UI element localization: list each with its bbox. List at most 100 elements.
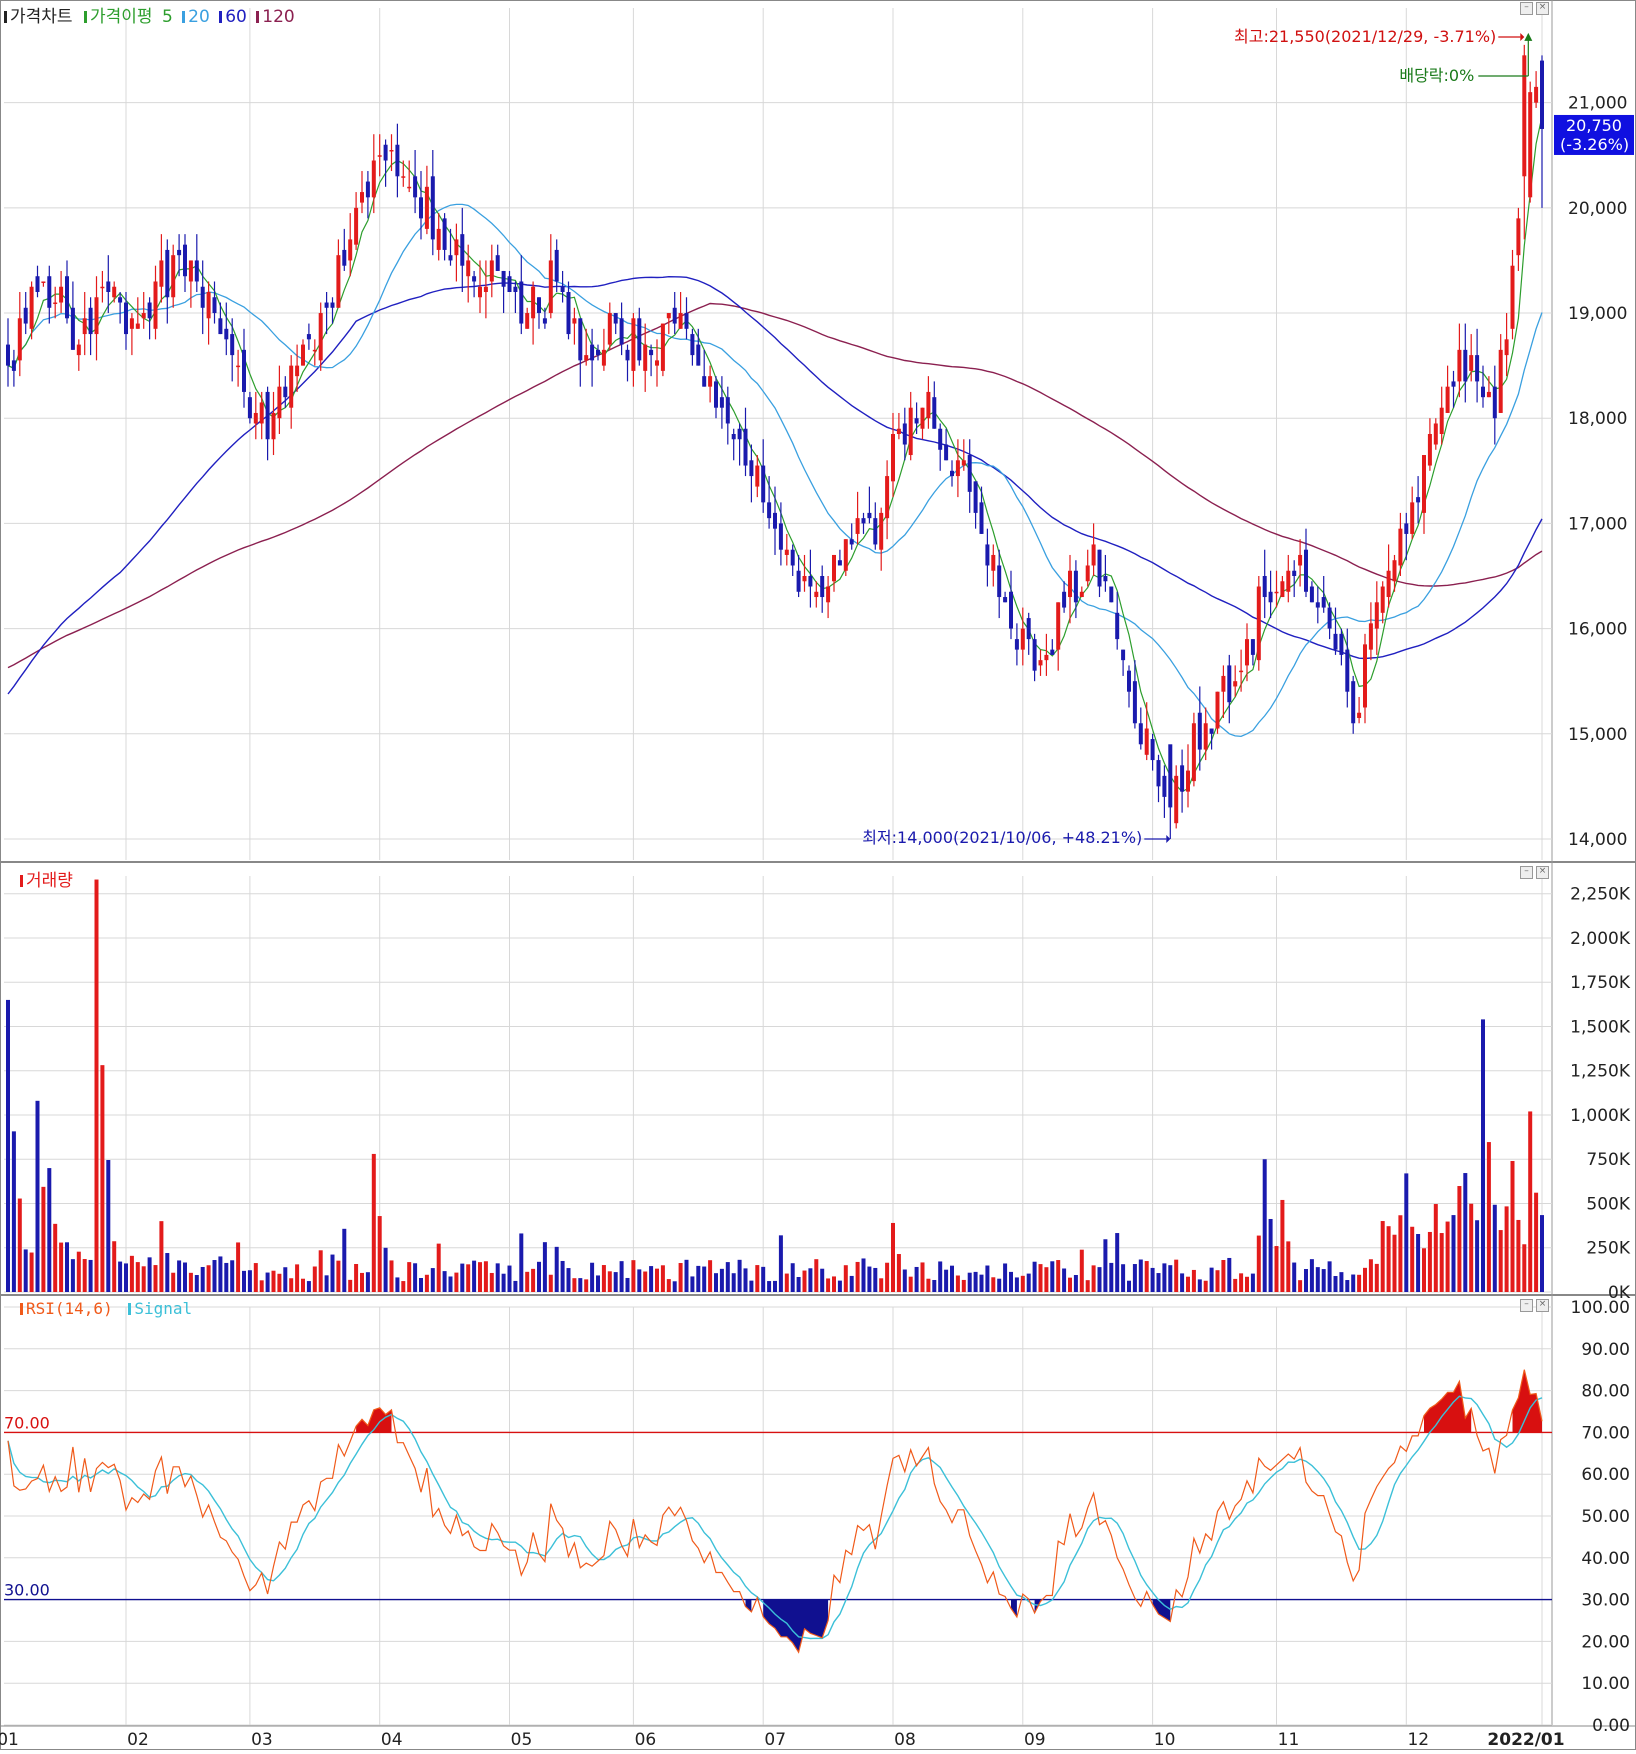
signal-line[interactable]	[7, 1395, 1543, 1640]
volume-bar[interactable]	[407, 1262, 412, 1292]
volume-bar[interactable]	[1486, 1142, 1491, 1292]
volume-bar[interactable]	[289, 1278, 294, 1292]
volume-bar[interactable]	[1363, 1267, 1367, 1292]
candle[interactable]	[383, 139, 388, 187]
candle[interactable]	[1256, 576, 1261, 671]
volume-bar[interactable]	[737, 1259, 742, 1292]
volume-bar[interactable]	[348, 1279, 353, 1292]
candle[interactable]	[1227, 654, 1232, 724]
volume-bar[interactable]	[194, 1275, 199, 1292]
volume-bar[interactable]	[820, 1268, 825, 1292]
volume-bar[interactable]	[448, 1276, 453, 1292]
volume-bar[interactable]	[82, 1259, 87, 1292]
volume-bar[interactable]	[684, 1259, 689, 1292]
volume-bar[interactable]	[896, 1254, 901, 1292]
candle[interactable]	[212, 281, 217, 324]
volume-close-button[interactable]: ×	[1536, 866, 1549, 879]
volume-bar[interactable]	[778, 1235, 783, 1292]
volume-bar[interactable]	[826, 1278, 831, 1292]
candle[interactable]	[188, 260, 193, 308]
candle[interactable]	[542, 307, 547, 329]
volume-bar[interactable]	[660, 1265, 665, 1292]
volume-bar[interactable]	[843, 1265, 848, 1292]
volume-bar[interactable]	[1056, 1260, 1061, 1292]
candle[interactable]	[336, 239, 341, 308]
candle[interactable]	[1386, 544, 1391, 608]
candle[interactable]	[177, 234, 182, 277]
volume-bar[interactable]	[525, 1271, 530, 1292]
candle[interactable]	[973, 481, 978, 529]
volume-bar[interactable]	[35, 1100, 40, 1292]
candle[interactable]	[572, 307, 577, 345]
volume-bar[interactable]	[1097, 1267, 1102, 1292]
volume-bar[interactable]	[1103, 1239, 1108, 1292]
volume-bar[interactable]	[601, 1265, 606, 1292]
volume-bar[interactable]	[743, 1268, 748, 1292]
volume-bar[interactable]	[1469, 1203, 1474, 1292]
volume-bar[interactable]	[330, 1254, 335, 1292]
candle[interactable]	[253, 391, 258, 440]
candle[interactable]	[584, 328, 589, 366]
candle[interactable]	[1416, 476, 1421, 524]
candle[interactable]	[1457, 323, 1462, 398]
candle[interactable]	[1221, 665, 1226, 718]
candle[interactable]	[371, 134, 376, 214]
candle[interactable]	[1339, 628, 1344, 666]
volume-bar[interactable]	[1109, 1262, 1114, 1292]
candle[interactable]	[466, 244, 471, 303]
candle[interactable]	[1363, 633, 1367, 724]
candle[interactable]	[1156, 754, 1161, 803]
volume-bar[interactable]	[796, 1277, 801, 1292]
volume-bar[interactable]	[1274, 1246, 1279, 1292]
volume-bar[interactable]	[950, 1265, 954, 1292]
volume-bar[interactable]	[1203, 1280, 1208, 1292]
candle[interactable]	[1469, 334, 1474, 382]
volume-bar[interactable]	[914, 1266, 919, 1292]
volume-minimize-button[interactable]: –	[1520, 866, 1533, 879]
candle[interactable]	[1451, 370, 1456, 408]
candle[interactable]	[65, 260, 69, 324]
volume-bar[interactable]	[489, 1272, 494, 1292]
candle[interactable]	[548, 234, 553, 319]
candle[interactable]	[301, 339, 305, 366]
volume-bar[interactable]	[613, 1272, 618, 1292]
volume-bar[interactable]	[1398, 1215, 1403, 1292]
candle[interactable]	[649, 344, 654, 377]
volume-bar[interactable]	[371, 1153, 376, 1292]
candle[interactable]	[672, 292, 677, 335]
volume-bar[interactable]	[1121, 1264, 1126, 1292]
candle[interactable]	[1475, 328, 1480, 403]
volume-bar[interactable]	[88, 1259, 93, 1292]
volume-bar[interactable]	[1062, 1268, 1067, 1292]
candle[interactable]	[1304, 528, 1308, 598]
candle[interactable]	[1445, 365, 1450, 413]
volume-bar[interactable]	[1374, 1263, 1379, 1292]
candle[interactable]	[619, 302, 624, 356]
candle[interactable]	[1522, 44, 1527, 240]
volume-bar[interactable]	[1221, 1259, 1226, 1292]
volume-bar[interactable]	[271, 1270, 276, 1292]
volume-bar[interactable]	[1191, 1269, 1196, 1292]
price-minimize-button[interactable]: –	[1520, 2, 1533, 15]
candle[interactable]	[360, 171, 364, 214]
volume-bar[interactable]	[247, 1270, 252, 1292]
volume-bar[interactable]	[867, 1266, 872, 1292]
volume-bar[interactable]	[885, 1262, 890, 1292]
volume-bar[interactable]	[1433, 1204, 1438, 1292]
candle[interactable]	[1038, 649, 1043, 676]
volume-bar[interactable]	[135, 1262, 140, 1292]
candle[interactable]	[1026, 612, 1031, 655]
volume-bar[interactable]	[1451, 1215, 1456, 1292]
candle[interactable]	[430, 150, 435, 256]
volume-bar[interactable]	[253, 1263, 258, 1292]
candle[interactable]	[165, 239, 170, 324]
volume-bar[interactable]	[920, 1262, 925, 1292]
candle[interactable]	[531, 281, 536, 345]
volume-bar[interactable]	[377, 1216, 382, 1292]
volume-bar[interactable]	[808, 1268, 813, 1292]
volume-bar[interactable]	[383, 1247, 388, 1292]
volume-bar[interactable]	[17, 1198, 22, 1292]
volume-bar[interactable]	[1292, 1262, 1297, 1292]
volume-bar[interactable]	[1333, 1276, 1338, 1292]
ma120-label[interactable]: 120	[262, 7, 295, 27]
